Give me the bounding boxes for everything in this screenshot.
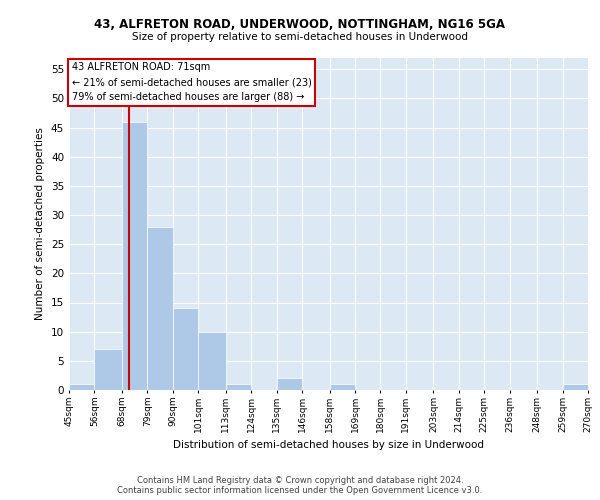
Bar (198, 332, 226, 390)
Bar (69, 384, 94, 390)
Bar (94, 349, 122, 390)
Bar (122, 122, 148, 390)
Bar (563, 384, 588, 390)
Text: Size of property relative to semi-detached houses in Underwood: Size of property relative to semi-detach… (132, 32, 468, 42)
Text: Contains HM Land Registry data © Crown copyright and database right 2024.: Contains HM Land Registry data © Crown c… (137, 476, 463, 485)
Bar (148, 226, 173, 390)
Text: 43 ALFRETON ROAD: 71sqm
← 21% of semi-detached houses are smaller (23)
79% of se: 43 ALFRETON ROAD: 71sqm ← 21% of semi-de… (71, 62, 311, 102)
Bar (173, 308, 198, 390)
Y-axis label: Number of semi-detached properties: Number of semi-detached properties (35, 128, 46, 320)
Bar (226, 384, 251, 390)
Text: Contains public sector information licensed under the Open Government Licence v3: Contains public sector information licen… (118, 486, 482, 495)
Bar (329, 384, 355, 390)
Bar (277, 378, 302, 390)
X-axis label: Distribution of semi-detached houses by size in Underwood: Distribution of semi-detached houses by … (173, 440, 484, 450)
Text: 43, ALFRETON ROAD, UNDERWOOD, NOTTINGHAM, NG16 5GA: 43, ALFRETON ROAD, UNDERWOOD, NOTTINGHAM… (95, 18, 505, 30)
